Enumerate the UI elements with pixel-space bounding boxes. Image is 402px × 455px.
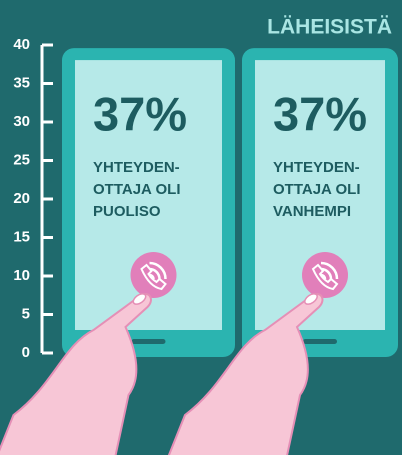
category-label: VANHEMPI bbox=[273, 203, 351, 220]
y-tick-label: 10 bbox=[13, 267, 30, 284]
handset bbox=[311, 263, 339, 291]
category-label: OTTAJA OLI bbox=[273, 181, 361, 198]
fingernail bbox=[304, 293, 318, 305]
y-tick-label: 25 bbox=[13, 151, 30, 168]
y-tick-label: 40 bbox=[13, 36, 30, 53]
category-label: YHTEYDEN- bbox=[273, 159, 360, 176]
y-tick-label: 35 bbox=[13, 74, 30, 91]
call-icon bbox=[302, 252, 348, 298]
y-tick-label: 0 bbox=[22, 344, 30, 361]
y-tick-label: 20 bbox=[13, 190, 30, 207]
y-tick-label: 15 bbox=[13, 228, 30, 245]
y-tick-label: 30 bbox=[13, 113, 30, 130]
phone-button bbox=[131, 339, 166, 344]
category-label: OTTAJA OLI bbox=[93, 181, 181, 198]
hand bbox=[0, 293, 152, 455]
category-label: PUOLISO bbox=[93, 203, 161, 220]
value-label: 37% bbox=[273, 88, 367, 141]
category-label: YHTEYDEN- bbox=[93, 159, 180, 176]
phone-button bbox=[303, 339, 337, 344]
y-tick-label: 5 bbox=[22, 305, 30, 322]
value-label: 37% bbox=[93, 88, 187, 141]
hand bbox=[167, 293, 324, 455]
call-icon bbox=[130, 252, 177, 298]
handset bbox=[140, 263, 167, 291]
chart-title: LÄHEISISTÄ bbox=[267, 16, 392, 39]
fingernail bbox=[132, 293, 147, 305]
